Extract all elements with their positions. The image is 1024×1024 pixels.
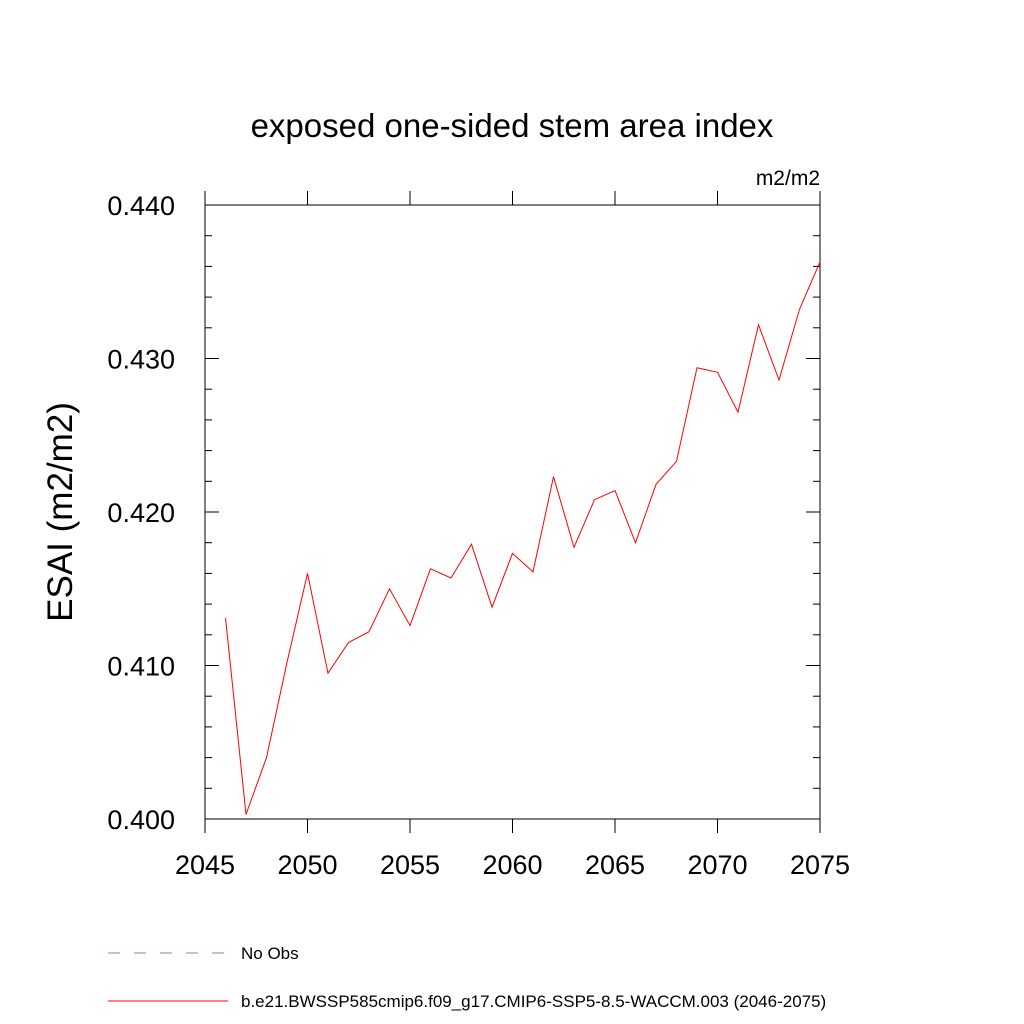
y-tick-label: 0.410 [107, 652, 175, 682]
y-minor-ticks [205, 235, 820, 789]
series-layer [225, 261, 821, 815]
plot-frame [204, 204, 821, 820]
x-tick-label: 2075 [790, 850, 850, 880]
y-tick-label: 0.400 [107, 805, 175, 835]
units-label: m2/m2 [756, 167, 820, 190]
y-axis-label: ESAI (m2/m2) [41, 402, 80, 622]
x-tick-label: 2070 [687, 850, 747, 880]
y-tick-label: 0.440 [107, 191, 175, 221]
x-tick-label: 2065 [585, 850, 645, 880]
y-tick-label: 0.430 [107, 345, 175, 375]
chart-title: exposed one-sided stem area index [251, 107, 774, 144]
y-ticks: 0.400 0.410 0.420 0.430 0.440 [107, 191, 820, 835]
x-ticks: 2045 2050 2055 2060 2065 2070 2075 [175, 191, 850, 880]
x-tick-label: 2045 [175, 850, 235, 880]
x-tick-label: 2060 [482, 850, 542, 880]
y-tick-label: 0.420 [107, 498, 175, 528]
legend-label-series: b.e21.BWSSP585cmip6.f09_g17.CMIP6-SSP5-8… [241, 992, 826, 1011]
legend: No Obs b.e21.BWSSP585cmip6.f09_g17.CMIP6… [108, 944, 826, 1011]
series-line [225, 261, 821, 815]
legend-label-no-obs: No Obs [241, 944, 299, 963]
x-tick-label: 2050 [277, 850, 337, 880]
x-tick-label: 2055 [380, 850, 440, 880]
